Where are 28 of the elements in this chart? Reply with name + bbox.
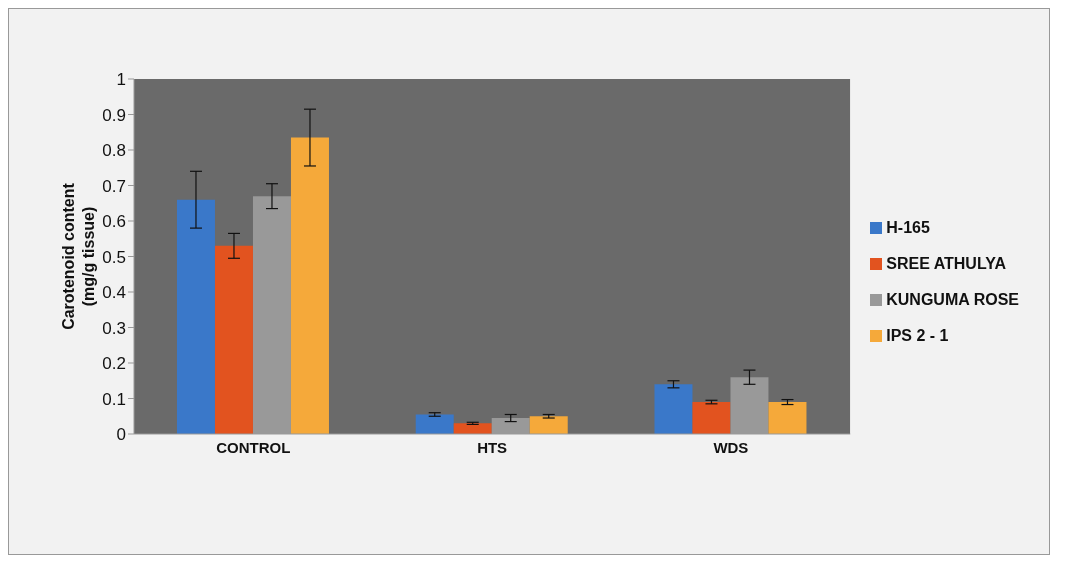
y-tick-label: 0.8 — [102, 141, 126, 161]
y-tick-label: 0.4 — [102, 283, 126, 303]
bar — [214, 245, 253, 434]
bar — [453, 423, 492, 434]
y-tick-label: 1 — [116, 70, 126, 90]
bar — [768, 402, 807, 434]
y-tick-label: 0.9 — [102, 105, 126, 125]
bar — [692, 402, 731, 434]
bar — [176, 199, 215, 434]
x-tick-label: CONTROL — [216, 438, 291, 456]
bar — [654, 384, 693, 434]
y-tick-label: 0.6 — [102, 212, 126, 232]
y-tick-label: 0.3 — [102, 318, 126, 338]
y-tick-label: 0 — [116, 425, 126, 445]
y-tick-label: 0.2 — [102, 354, 126, 374]
x-tick-label: HTS — [477, 438, 508, 456]
x-tick-label: WDS — [713, 438, 749, 456]
y-tick-label: 0.5 — [102, 247, 126, 267]
bar — [529, 416, 568, 434]
legend-label: IPS 2 - 1 — [886, 326, 949, 344]
legend-label: H-165 — [886, 218, 930, 236]
y-tick-label: 0.1 — [102, 389, 126, 409]
legend-label: KUNGUMA ROSE — [886, 290, 1019, 308]
bar — [415, 414, 454, 434]
y-axis-title: Carotenoid content (mg/g tissue) — [60, 182, 97, 330]
y-tick-label: 0.7 — [102, 176, 126, 196]
bar — [290, 137, 329, 434]
legend-label: SREE ATHULYA — [886, 254, 1006, 272]
